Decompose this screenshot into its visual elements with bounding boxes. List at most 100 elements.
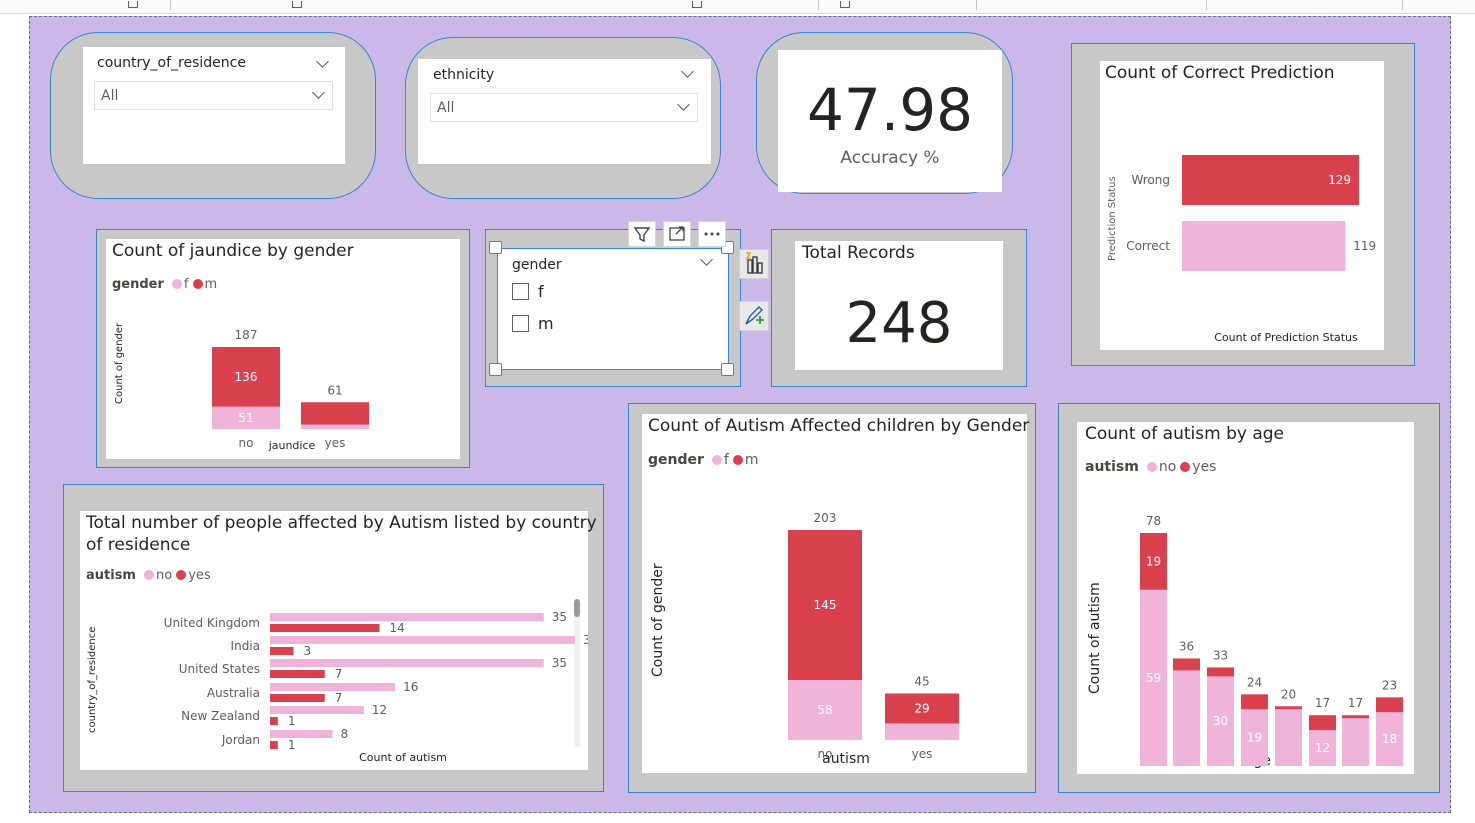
country-value-label: 16 bbox=[403, 680, 418, 694]
country-bar-no bbox=[270, 659, 544, 667]
filter-button[interactable] bbox=[628, 221, 656, 247]
segment-label: 51 bbox=[238, 411, 253, 425]
age-bar-yes bbox=[1140, 533, 1167, 590]
country-dropdown[interactable]: All bbox=[94, 81, 333, 110]
legend-title: autism bbox=[86, 568, 136, 583]
total-label: 17 bbox=[1348, 696, 1363, 710]
gender-option-m: m bbox=[538, 314, 554, 333]
chevron-down-icon[interactable] bbox=[677, 98, 690, 111]
chevron-down-icon[interactable] bbox=[312, 86, 325, 99]
accuracy-card[interactable]: 47.98 Accuracy % bbox=[778, 50, 1002, 192]
total-label: 203 bbox=[814, 511, 837, 525]
autism-gender-bar-f bbox=[788, 680, 862, 740]
country-value-label: 35 bbox=[552, 656, 567, 670]
autism-gender-legend: gender f m bbox=[648, 452, 758, 468]
ribbon-icon[interactable] bbox=[128, 1, 138, 8]
prediction-chart[interactable]: Count of Correct Prediction Prediction S… bbox=[1100, 61, 1384, 350]
prediction-x-axis-label: Count of Prediction Status bbox=[1214, 331, 1358, 344]
age-chart[interactable]: Count of autism by age autism no yes Count… bbox=[1077, 422, 1414, 774]
age-bar-no bbox=[1342, 718, 1369, 766]
gender-checkbox-m[interactable] bbox=[512, 315, 529, 332]
autism-gender-title: Count of Autism Affected children by Gen… bbox=[648, 416, 1030, 436]
gender-checkbox-f[interactable] bbox=[512, 283, 529, 300]
country-slicer[interactable]: country_of_residence All bbox=[83, 47, 345, 164]
category-label: yes bbox=[912, 747, 933, 761]
more-options-button[interactable] bbox=[698, 221, 726, 247]
autism-gender-x-axis-label: autism bbox=[822, 751, 870, 767]
ribbon-separator bbox=[818, 0, 819, 10]
ribbon-icon[interactable] bbox=[840, 1, 850, 8]
country-bar-no bbox=[270, 613, 544, 621]
country-value-label: 7 bbox=[335, 667, 343, 681]
age-bar-yes bbox=[1275, 706, 1302, 710]
segment-label: 19 bbox=[1146, 554, 1161, 568]
country-bar-yes bbox=[270, 741, 278, 749]
legend-dot-yes bbox=[176, 570, 187, 580]
country-value-label: 35 bbox=[552, 610, 567, 624]
ethnicity-dropdown[interactable]: All bbox=[430, 93, 698, 122]
format-visual-button[interactable] bbox=[739, 301, 769, 331]
age-bar-no bbox=[1140, 589, 1167, 766]
prediction-value-label: 129 bbox=[1328, 173, 1351, 187]
total-label: 20 bbox=[1281, 687, 1296, 701]
ethnicity-slicer[interactable]: ethnicity All bbox=[418, 59, 711, 164]
jaundice-chart-title: Count of jaundice by gender bbox=[112, 241, 354, 261]
ribbon-icon[interactable] bbox=[292, 1, 302, 8]
country-category-label: Jordan bbox=[221, 733, 260, 747]
country-category-label: Australia bbox=[207, 686, 260, 700]
legend-item-f: f bbox=[183, 277, 189, 292]
segment-label: 58 bbox=[817, 703, 832, 717]
focus-mode-button[interactable] bbox=[663, 221, 691, 247]
gender-slicer[interactable]: gender f m bbox=[497, 248, 729, 370]
age-y-axis-label: Count of autism bbox=[1087, 582, 1103, 694]
legend-dot-f bbox=[711, 455, 722, 465]
legend-dot-yes bbox=[1180, 462, 1191, 472]
scrollbar-thumb[interactable] bbox=[574, 599, 580, 617]
segment-label: 145 bbox=[814, 598, 837, 612]
country-svg: country_of_residence Count of autism Uni… bbox=[87, 599, 588, 764]
country-value-label: 7 bbox=[335, 691, 343, 705]
chevron-down-icon[interactable] bbox=[681, 65, 694, 78]
jaundice-legend: gender f m bbox=[112, 277, 217, 292]
country-value-label: 14 bbox=[389, 621, 404, 635]
country-value-label: 3 bbox=[303, 644, 311, 658]
country-value-label: 1 bbox=[288, 714, 296, 728]
prediction-bar-wrong bbox=[1182, 155, 1359, 205]
legend-dot-m bbox=[732, 455, 743, 465]
resize-handle[interactable] bbox=[489, 241, 502, 254]
jaundice-svg: Count of gender jaundice 51 136 187 no 61 yes bbox=[114, 322, 369, 452]
chevron-down-icon[interactable] bbox=[700, 253, 713, 266]
more-options-icon bbox=[704, 232, 720, 236]
total-label: 36 bbox=[1179, 639, 1194, 653]
jaundice-chart[interactable]: Count of jaundice by gender gender f m Cou… bbox=[106, 239, 460, 459]
build-visual-button[interactable] bbox=[739, 249, 769, 279]
age-bar-yes bbox=[1342, 715, 1369, 719]
age-svg: Count of autism age 59197836303319242012… bbox=[1087, 514, 1403, 769]
jaundice-bar-f bbox=[212, 406, 280, 429]
jaundice-bar-m bbox=[301, 402, 369, 425]
ribbon-icon[interactable] bbox=[692, 1, 702, 8]
segment-label: 29 bbox=[914, 701, 929, 715]
report-canvas[interactable]: country_of_residence All ethnicity All 4… bbox=[29, 16, 1451, 813]
legend-item-m: m bbox=[744, 452, 759, 468]
prediction-category-label: Wrong bbox=[1131, 173, 1170, 187]
country-value-label: 39 bbox=[583, 633, 588, 647]
legend-item-yes: yes bbox=[188, 568, 211, 583]
resize-handle[interactable] bbox=[489, 363, 502, 376]
age-bar-yes bbox=[1309, 715, 1336, 731]
age-bar-no bbox=[1173, 670, 1200, 766]
age-chart-title: Count of autism by age bbox=[1085, 424, 1285, 444]
age-bar-yes bbox=[1173, 658, 1200, 671]
country-chart[interactable]: Total number of people affected by Autis… bbox=[80, 511, 597, 770]
segment-label: 19 bbox=[1247, 731, 1262, 745]
autism-gender-chart[interactable]: Count of Autism Affected children by Gen… bbox=[642, 414, 1030, 773]
autism-gender-bar-m bbox=[788, 530, 862, 680]
chevron-down-icon[interactable] bbox=[316, 55, 329, 68]
scrollbar-track[interactable] bbox=[574, 601, 580, 747]
category-label: yes bbox=[325, 436, 346, 450]
resize-handle[interactable] bbox=[721, 363, 734, 376]
jaundice-bar-f bbox=[301, 424, 369, 429]
total-label: 17 bbox=[1315, 696, 1330, 710]
legend-title: gender bbox=[112, 277, 164, 292]
total-records-card[interactable]: Total Records 248 bbox=[795, 241, 1003, 370]
